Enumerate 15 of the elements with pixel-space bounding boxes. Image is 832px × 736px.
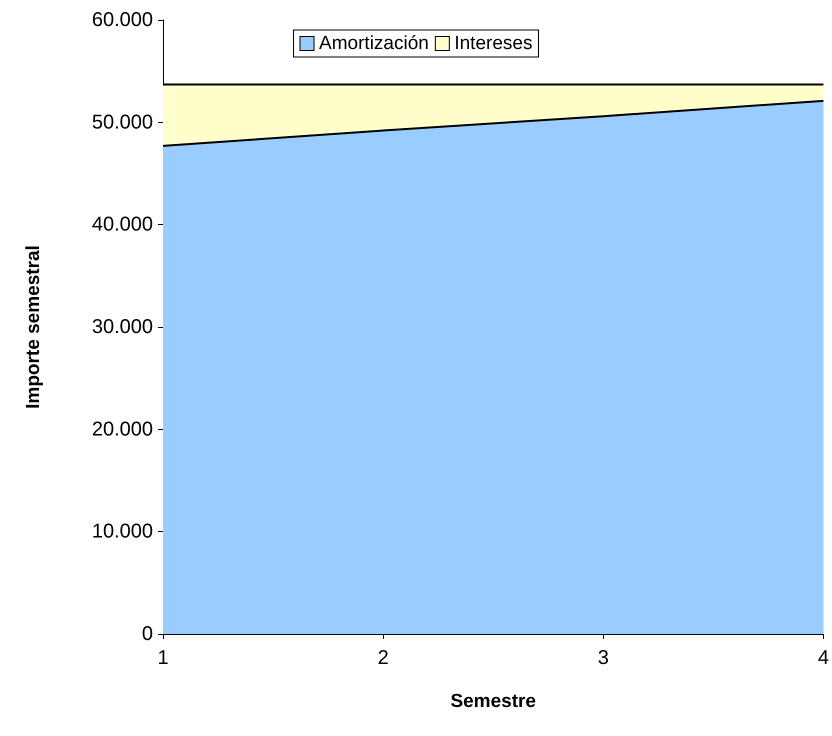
x-tick-label: 2 <box>378 647 389 669</box>
x-tick-label: 4 <box>818 647 829 669</box>
x-tick-label: 3 <box>598 647 609 669</box>
y-tick-label: 10.000 <box>92 520 153 543</box>
y-tick-label: 0 <box>142 623 153 645</box>
x-axis-title: Semestre <box>450 691 536 712</box>
y-tick-label: 20.000 <box>92 418 153 440</box>
legend-label: Amortización <box>319 33 429 54</box>
y-tick-label: 50.000 <box>92 111 153 134</box>
y-tick-label: 30.000 <box>92 316 153 338</box>
legend-label: Intereses <box>454 33 532 54</box>
y-axis-title: Importe semestral <box>23 245 44 409</box>
y-tick-label: 40.000 <box>92 214 153 236</box>
x-tick-label: 1 <box>157 647 169 669</box>
y-tick-label: 60.000 <box>92 9 153 31</box>
